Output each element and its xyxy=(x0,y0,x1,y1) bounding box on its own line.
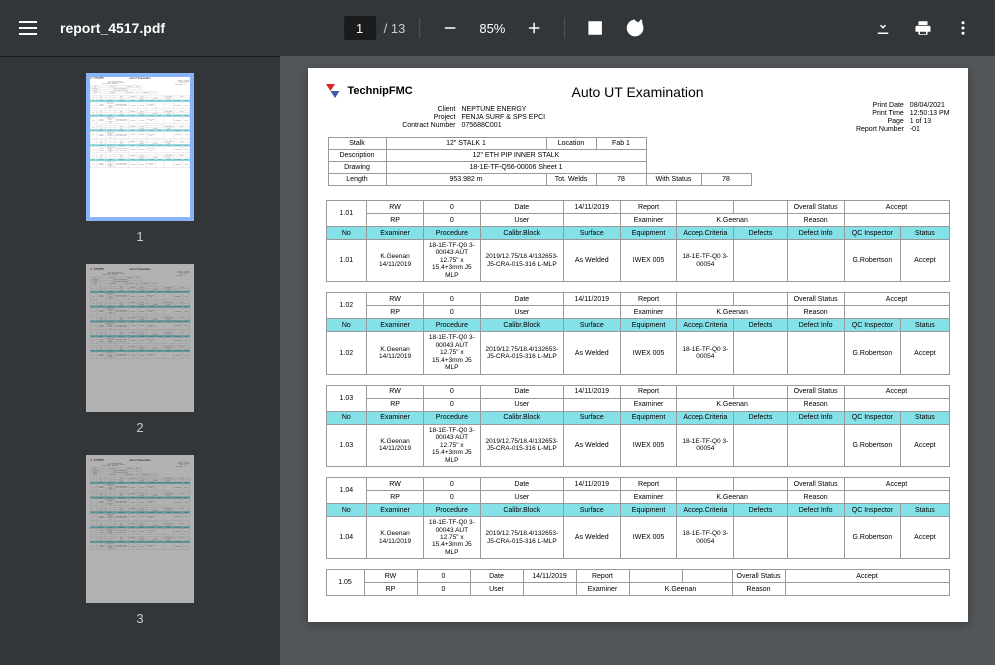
logo: TechnipFMC xyxy=(90,459,190,461)
exam-section: 1.03RW0Date14/11/2019ReportOverall Statu… xyxy=(90,316,190,329)
exam-section: 1.03RW0Date14/11/2019ReportOverall Statu… xyxy=(90,125,190,138)
rotate-button[interactable] xyxy=(619,12,651,44)
exam-section: 1.05RW0Date14/11/2019ReportOverall Statu… xyxy=(90,155,190,168)
thumbnail[interactable]: TechnipFMC Auto UT Examination ClientNEP… xyxy=(0,455,280,626)
exam-section: 1.05RW0Date14/11/2019ReportOverall Statu… xyxy=(326,569,950,596)
exam-section: 1.01RW0Date14/11/2019ReportOverall Statu… xyxy=(326,200,950,282)
exam-section: 1.02RW0Date14/11/2019ReportOverall Statu… xyxy=(90,492,190,505)
page-total-label: / 13 xyxy=(384,21,406,36)
thumbnail-sidebar[interactable]: TechnipFMC Auto UT Examination ClientNEP… xyxy=(0,56,280,665)
thumbnail-number: 1 xyxy=(136,229,143,244)
zoom-in-button[interactable] xyxy=(518,12,550,44)
logo: TechnipFMC xyxy=(90,268,190,270)
zoom-out-button[interactable] xyxy=(434,12,466,44)
toolbar-center: / 13 85% xyxy=(344,12,652,44)
info-table: Stalk12" STALK 1LocationFab 1 Descriptio… xyxy=(90,467,158,475)
exam-section: 1.05RW0Date14/11/2019ReportOverall Statu… xyxy=(90,537,190,550)
filename-label: report_4517.pdf xyxy=(60,20,165,36)
exam-section: 1.04RW0Date14/11/2019ReportOverall Statu… xyxy=(90,522,190,535)
info-table: Stalk12" STALK 1LocationFab 1 Descriptio… xyxy=(90,85,158,93)
meta-right: Print Date08/04/2021 Print Time12:50:13 … xyxy=(839,102,950,134)
pdf-page: TechnipFMC Auto UT Examination ClientNEP… xyxy=(308,68,968,622)
meta-left: ClientNEPTUNE ENERGY ProjectFENJA SURF &… xyxy=(100,463,190,467)
exam-section: 1.04RW0Date14/11/2019ReportOverall Statu… xyxy=(90,140,190,153)
exam-section: 1.01RW0Date14/11/2019ReportOverall Statu… xyxy=(90,287,190,300)
page-number-input[interactable] xyxy=(344,16,376,40)
meta-right: Print Date08/04/2021 Print Time12:50:13 … xyxy=(172,462,190,467)
exam-section: 1.05RW0Date14/11/2019ReportOverall Statu… xyxy=(90,346,190,359)
logo-text: TechnipFMC xyxy=(94,268,104,270)
menu-icon[interactable] xyxy=(16,16,40,40)
exam-section: 1.02RW0Date14/11/2019ReportOverall Statu… xyxy=(90,301,190,314)
meta-left: ClientNEPTUNE ENERGY ProjectFENJA SURF &… xyxy=(100,81,190,85)
exam-section: 1.04RW0Date14/11/2019ReportOverall Statu… xyxy=(326,477,950,559)
logo: TechnipFMC xyxy=(90,77,190,79)
toolbar-right xyxy=(867,12,979,44)
report-title: Auto UT Examination xyxy=(129,77,150,80)
report-title: Auto UT Examination xyxy=(129,268,150,271)
pdf-viewer[interactable]: TechnipFMC Auto UT Examination ClientNEP… xyxy=(280,56,995,665)
report-title: Auto UT Examination xyxy=(571,84,703,100)
exam-section: 1.04RW0Date14/11/2019ReportOverall Statu… xyxy=(90,331,190,344)
thumbnail[interactable]: TechnipFMC Auto UT Examination ClientNEP… xyxy=(0,264,280,435)
info-table: Stalk12" STALK 1LocationFab 1 Descriptio… xyxy=(328,137,752,186)
thumbnail-number: 3 xyxy=(136,611,143,626)
more-button[interactable] xyxy=(947,12,979,44)
separator xyxy=(564,18,565,38)
logo-text: TechnipFMC xyxy=(94,459,104,461)
pdf-toolbar: report_4517.pdf / 13 85% xyxy=(0,0,995,56)
exam-section: 1.02RW0Date14/11/2019ReportOverall Statu… xyxy=(326,292,950,374)
thumbnail-number: 2 xyxy=(136,420,143,435)
logo-text: TechnipFMC xyxy=(94,77,104,79)
exam-section: 1.01RW0Date14/11/2019ReportOverall Statu… xyxy=(90,96,190,109)
print-button[interactable] xyxy=(907,12,939,44)
separator xyxy=(419,18,420,38)
zoom-level-label: 85% xyxy=(474,21,510,36)
exam-section: 1.03RW0Date14/11/2019ReportOverall Statu… xyxy=(90,507,190,520)
report-title: Auto UT Examination xyxy=(129,459,150,462)
meta-right: Print Date08/04/2021 Print Time12:50:13 … xyxy=(172,271,190,276)
meta-right: Print Date08/04/2021 Print Time12:50:13 … xyxy=(172,80,190,85)
exam-section: 1.01RW0Date14/11/2019ReportOverall Statu… xyxy=(90,478,190,491)
main-area: TechnipFMC Auto UT Examination ClientNEP… xyxy=(0,56,995,665)
thumbnail[interactable]: TechnipFMC Auto UT Examination ClientNEP… xyxy=(0,73,280,244)
exam-section: 1.02RW0Date14/11/2019ReportOverall Statu… xyxy=(90,110,190,123)
exam-section: 1.03RW0Date14/11/2019ReportOverall Statu… xyxy=(326,385,950,467)
info-table: Stalk12" STALK 1LocationFab 1 Descriptio… xyxy=(90,276,158,284)
download-button[interactable] xyxy=(867,12,899,44)
meta-left: ClientNEPTUNE ENERGY ProjectFENJA SURF &… xyxy=(100,272,190,276)
fit-page-button[interactable] xyxy=(579,12,611,44)
logo-text: TechnipFMC xyxy=(348,85,413,97)
